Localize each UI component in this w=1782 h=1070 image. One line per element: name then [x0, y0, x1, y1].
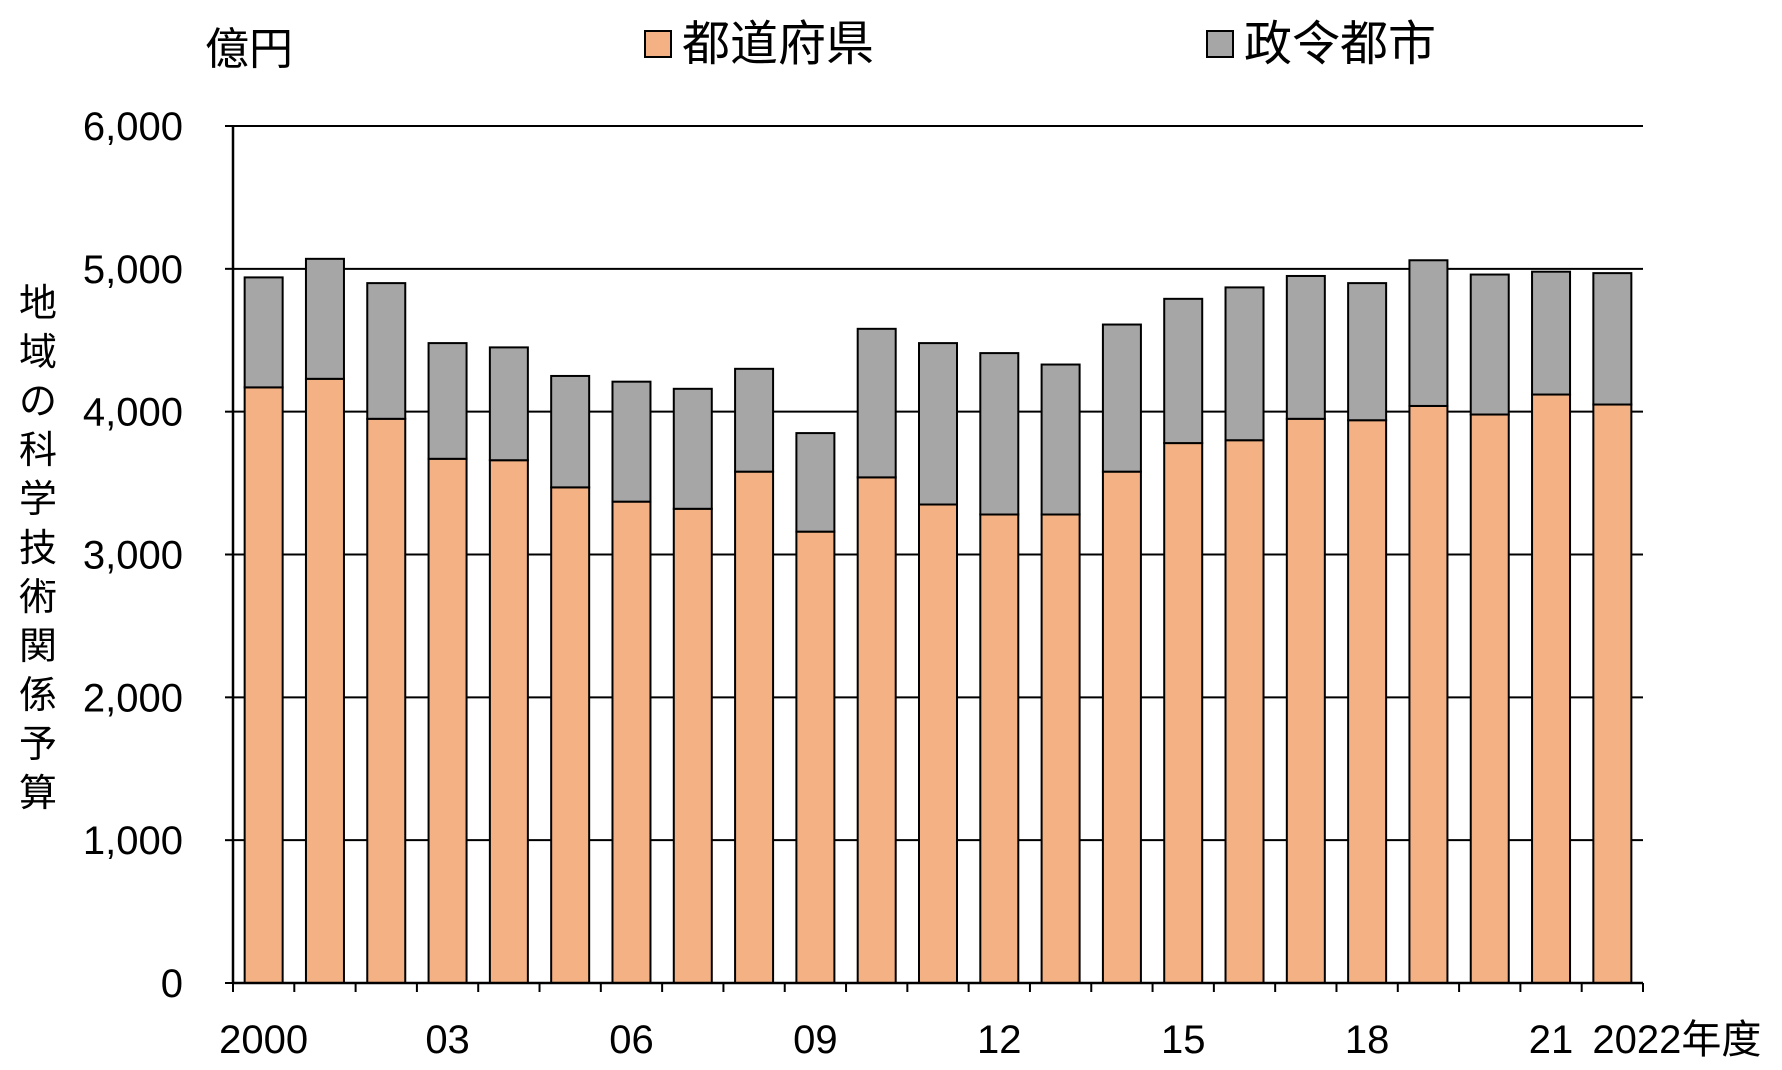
y-axis-label-char-2: の — [19, 379, 57, 423]
bar-prefecture-2009 — [795, 530, 836, 984]
bar-designated-city-2001 — [304, 257, 345, 380]
bar-designated-city-2012 — [979, 352, 1020, 516]
bar-designated-city-2020 — [1469, 273, 1510, 416]
y-tick-label-2: 2,000 — [83, 676, 183, 720]
y-tick-label-5: 5,000 — [83, 248, 183, 292]
y-axis-label-char-0: 地 — [19, 281, 57, 325]
bar-designated-city-2009 — [795, 432, 836, 533]
bar-prefecture-2007 — [672, 507, 713, 984]
bar-designated-city-2014 — [1101, 323, 1142, 473]
y-axis-label-char-1: 域 — [19, 330, 57, 374]
legend-swatch-prefecture — [644, 30, 672, 58]
legend-label-designated-city: 政令都市 — [1244, 16, 1436, 72]
y-axis-label-char-8: 係 — [19, 673, 57, 717]
y-axis-label-char-7: 関 — [19, 624, 57, 668]
bar-prefecture-2000 — [243, 386, 284, 984]
bar-prefecture-2005 — [550, 486, 591, 984]
bar-prefecture-2001 — [304, 377, 345, 984]
bar-prefecture-2016 — [1224, 439, 1265, 984]
bar-designated-city-2022 — [1592, 272, 1633, 406]
y-axis-label-char-4: 学 — [19, 477, 57, 521]
bar-prefecture-2004 — [488, 459, 529, 985]
y-axis-label-char-9: 予 — [19, 722, 57, 766]
y-axis-label-char-3: 科 — [19, 428, 57, 472]
bar-prefecture-2022 — [1592, 403, 1633, 984]
x-tick-label-2003: 03 — [425, 1018, 470, 1062]
bar-prefecture-2019 — [1408, 404, 1449, 985]
x-tick-label-2009: 09 — [793, 1018, 838, 1062]
bar-prefecture-2015 — [1163, 442, 1204, 984]
bar-prefecture-2013 — [1040, 513, 1081, 984]
y-axis-label-char-5: 技 — [19, 526, 57, 570]
bar-prefecture-2014 — [1101, 470, 1142, 984]
bar-designated-city-2005 — [550, 374, 591, 489]
bar-designated-city-2018 — [1347, 282, 1388, 422]
bar-prefecture-2011 — [918, 503, 958, 984]
bar-designated-city-2003 — [427, 342, 468, 460]
y-tick-label-3: 3,000 — [83, 534, 183, 578]
x-tick-label-2021: 21 — [1529, 1018, 1574, 1062]
bar-designated-city-2002 — [366, 282, 407, 420]
bar-prefecture-2003 — [427, 457, 468, 984]
y-tick-label-1: 1,000 — [83, 819, 183, 863]
bar-designated-city-2006 — [611, 380, 652, 503]
bar-designated-city-2007 — [672, 387, 713, 510]
x-tick-label-2012: 12 — [977, 1018, 1022, 1062]
bar-designated-city-2011 — [918, 342, 958, 506]
bar-designated-city-2004 — [488, 346, 529, 462]
x-tick-label-2022: 2022年度 — [1592, 1018, 1761, 1062]
x-tick-label-2006: 06 — [609, 1018, 654, 1062]
bar-designated-city-2013 — [1040, 363, 1081, 516]
bar-prefecture-2021 — [1531, 393, 1572, 984]
y-tick-label-6: 6,000 — [83, 105, 183, 149]
x-tick-label-2015: 15 — [1161, 1018, 1206, 1062]
axes — [225, 125, 1644, 992]
bar-designated-city-2008 — [734, 367, 775, 473]
y-tick-labels: 0 1,000 2,000 3,000 4,000 5,000 6,000 — [83, 105, 183, 1006]
bar-prefecture-2002 — [366, 417, 407, 984]
bar-prefecture-2012 — [979, 513, 1020, 984]
bar-prefecture-2010 — [856, 476, 897, 984]
x-tick-label-2000: 2000 — [219, 1018, 308, 1062]
bar-designated-city-2015 — [1163, 297, 1204, 445]
bar-designated-city-2017 — [1285, 274, 1326, 420]
bar-designated-city-2021 — [1531, 270, 1572, 396]
legend: 都道府県 政令都市 — [644, 16, 1436, 72]
y-tick-label-4: 4,000 — [83, 391, 183, 435]
bar-designated-city-2000 — [243, 276, 284, 389]
bar-designated-city-2010 — [856, 327, 897, 479]
bar-prefecture-2017 — [1285, 417, 1326, 984]
bar-prefecture-2020 — [1469, 413, 1510, 985]
y-axis-label-char-10: 算 — [19, 771, 57, 815]
bar-prefecture-2006 — [611, 500, 652, 984]
y-tick-label-0: 0 — [161, 962, 183, 1006]
bar-prefecture-2008 — [734, 470, 775, 984]
legend-swatch-designated-city — [1206, 30, 1234, 58]
bar-designated-city-2019 — [1408, 259, 1449, 407]
bar-prefecture-2018 — [1347, 419, 1388, 984]
bar-designated-city-2016 — [1224, 286, 1265, 442]
x-tick-labels: 2000 03 06 09 12 15 18 21 2022年度 — [219, 1018, 1761, 1062]
x-tick-label-2018: 18 — [1345, 1018, 1390, 1062]
bars — [243, 257, 1633, 985]
unit-label: 億円 — [205, 24, 293, 75]
y-axis-label-char-6: 術 — [19, 575, 57, 619]
legend-label-prefecture: 都道府県 — [682, 16, 874, 72]
